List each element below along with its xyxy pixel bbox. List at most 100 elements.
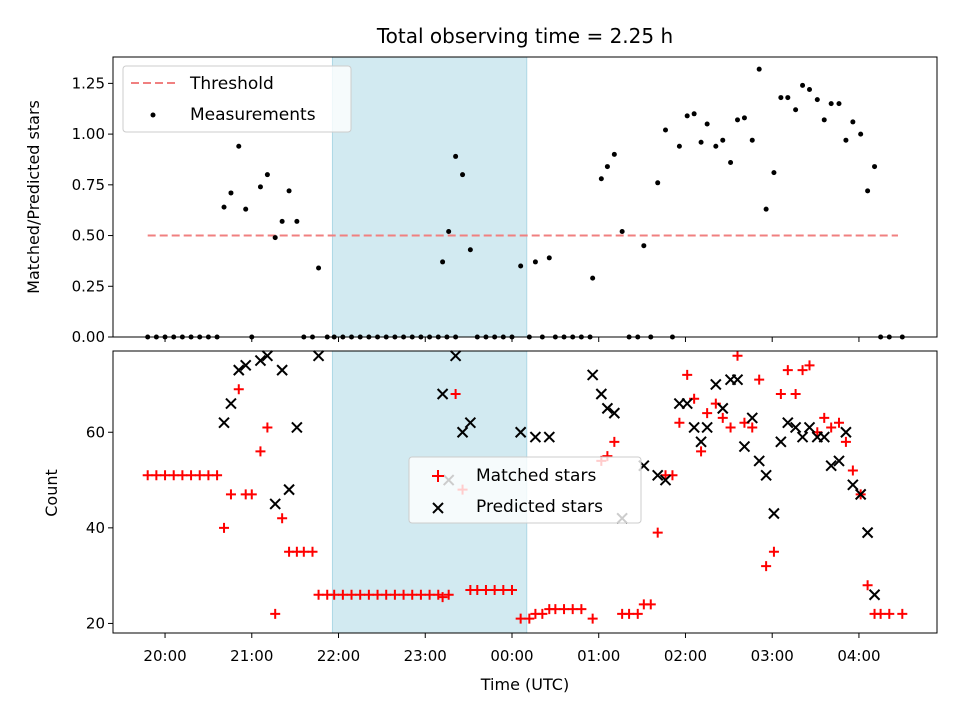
predicted-star-point xyxy=(601,402,614,415)
predicted-star-point xyxy=(861,526,874,539)
matched-star-point xyxy=(702,408,713,419)
predicted-star-point xyxy=(254,354,267,367)
predicted-star-point xyxy=(782,416,794,429)
matched-star-point xyxy=(212,470,223,481)
matched-star-point xyxy=(840,436,851,447)
matched-star-point xyxy=(363,589,374,600)
measurement-point xyxy=(821,117,827,123)
measurement-point xyxy=(684,113,690,119)
predicted-star-point xyxy=(789,421,802,434)
predicted-star-point xyxy=(659,474,672,486)
x-tick-label: 21:00 xyxy=(230,647,273,665)
matched-star-point xyxy=(298,546,309,557)
matched-star-point xyxy=(717,412,728,423)
predicted-star-point xyxy=(746,412,758,424)
predicted-star-point xyxy=(449,350,462,362)
matched-star-point xyxy=(194,470,205,481)
matched-star-point xyxy=(696,446,707,457)
x-tick-label: 00:00 xyxy=(490,647,533,665)
predicted-star-point xyxy=(753,455,765,467)
measurement-point xyxy=(440,259,446,265)
predicted-star-point xyxy=(738,440,751,453)
matched-star-point xyxy=(203,470,214,481)
matched-star-point xyxy=(515,613,526,624)
matched-star-point xyxy=(587,613,598,624)
top-y-tick-label: 1.00 xyxy=(72,125,105,143)
top-legend: Threshold Measurements xyxy=(122,65,352,133)
predicted-star-point xyxy=(543,431,555,443)
top-axes-frame xyxy=(112,56,938,338)
matched-star-point xyxy=(537,608,548,619)
matched-star-point xyxy=(797,365,808,376)
predicted-star-point xyxy=(710,378,722,391)
matched-star-point xyxy=(337,589,348,600)
measurement-point xyxy=(756,66,762,72)
matched-star-point xyxy=(168,470,179,481)
bottom-y-tick-label: 60 xyxy=(86,423,105,441)
predicted-star-point xyxy=(868,589,881,601)
matched-star-point xyxy=(355,589,366,600)
legend-matched-swatch xyxy=(432,470,444,482)
measurement-point xyxy=(446,228,452,234)
matched-star-point xyxy=(674,417,685,428)
matched-star-point xyxy=(897,608,908,619)
matched-star-point xyxy=(732,350,743,361)
matched-star-point xyxy=(489,584,500,595)
measurement-point xyxy=(460,172,466,178)
matched-star-point xyxy=(277,513,288,524)
predicted-star-point xyxy=(760,469,772,481)
matched-star-point xyxy=(761,561,772,572)
measurement-point xyxy=(467,247,473,253)
measurement-point xyxy=(828,101,834,107)
measurement-point xyxy=(243,206,249,212)
matched-star-point xyxy=(609,436,620,447)
matched-star-point xyxy=(804,360,815,371)
measurement-point xyxy=(814,97,820,103)
predicted-star-point xyxy=(261,350,274,362)
matched-star-point xyxy=(847,465,858,476)
matched-star-point xyxy=(472,584,483,595)
predicted-star-point xyxy=(514,426,527,438)
legend-measurements-swatch xyxy=(150,112,156,118)
measurement-point xyxy=(806,86,812,92)
measurement-point xyxy=(778,95,784,101)
predicted-star-point xyxy=(717,402,729,415)
x-axis-label: Time (UTC) xyxy=(480,675,569,694)
matched-star-point xyxy=(833,417,844,428)
measurement-point xyxy=(590,275,596,281)
x-tick-label: 22:00 xyxy=(317,647,360,665)
matched-star-point xyxy=(307,546,318,557)
measurement-point xyxy=(598,176,604,182)
matched-star-point xyxy=(782,365,793,376)
predicted-star-point xyxy=(681,397,693,410)
matched-star-point xyxy=(255,446,266,457)
matched-star-point xyxy=(443,589,454,600)
measurement-point xyxy=(546,255,552,261)
measurement-point xyxy=(865,188,871,194)
measurement-point xyxy=(272,235,278,241)
measurement-point xyxy=(279,218,285,224)
matched-star-point xyxy=(160,470,171,481)
predicted-star-point xyxy=(291,421,303,434)
x-tick-label: 01:00 xyxy=(577,647,620,665)
predicted-star-point xyxy=(239,359,252,372)
matched-star-point xyxy=(875,608,886,619)
measurement-point xyxy=(294,218,300,224)
top-legend-box xyxy=(122,65,352,133)
matched-star-point xyxy=(550,604,561,615)
bottom-y-tick-label: 20 xyxy=(86,614,105,632)
x-tick-label: 04:00 xyxy=(837,647,880,665)
predicted-star-point xyxy=(825,460,837,472)
measurement-point xyxy=(691,111,697,117)
measurement-point xyxy=(236,143,242,149)
measurement-point xyxy=(771,170,777,176)
matched-star-point xyxy=(524,613,535,624)
predicted-star-point xyxy=(803,421,816,434)
matched-star-point xyxy=(790,389,801,400)
measurement-point xyxy=(720,137,726,143)
top-y-tick-label: 0.50 xyxy=(72,227,105,245)
predicted-star-point xyxy=(854,488,867,501)
top-shaded-interval xyxy=(331,56,528,338)
matched-star-point xyxy=(437,592,448,603)
matched-star-point xyxy=(186,470,197,481)
